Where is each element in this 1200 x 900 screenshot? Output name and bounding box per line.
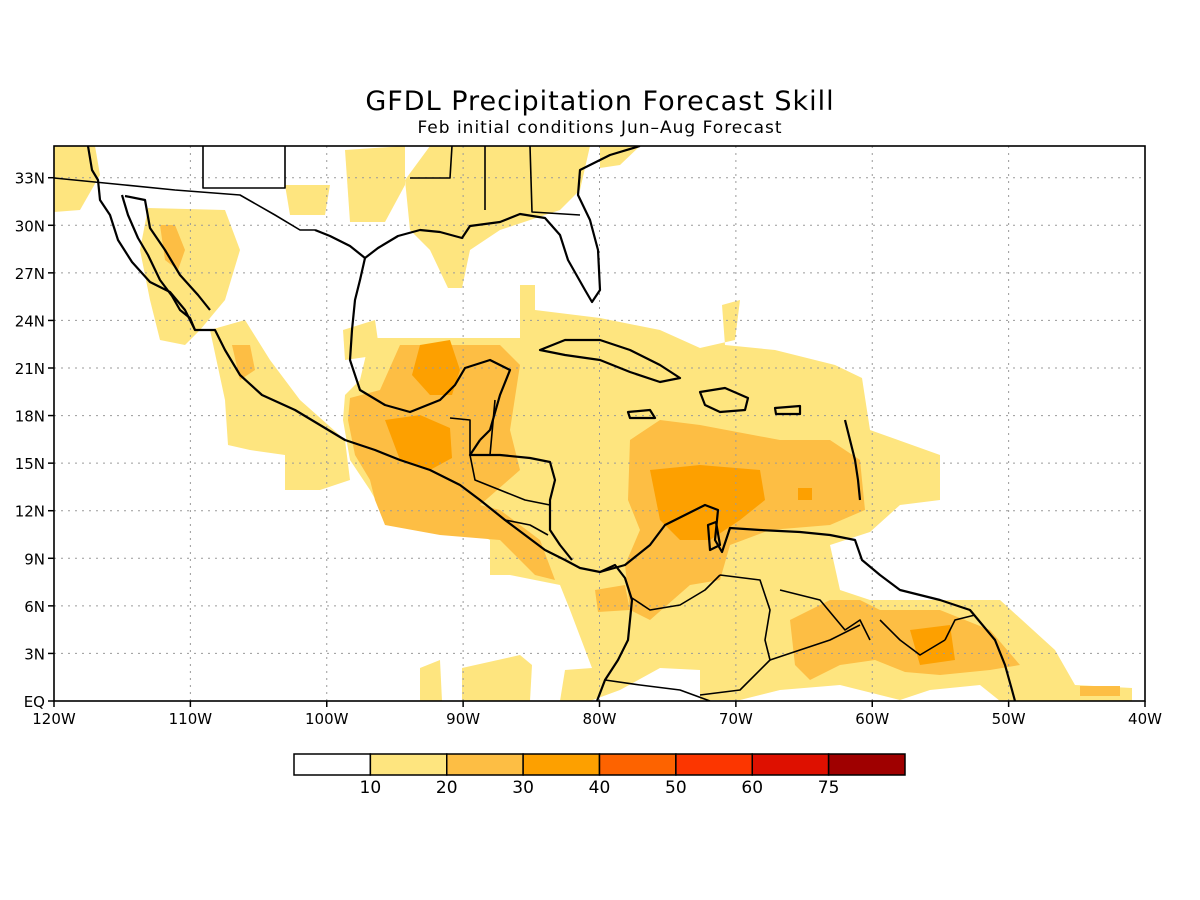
- lat-tick-label: 9N: [24, 550, 45, 568]
- colorbar-label: 75: [818, 778, 840, 798]
- colorbar-swatch: [751, 753, 830, 776]
- lat-tick-label: 24N: [15, 312, 45, 330]
- lat-tick-label: 15N: [15, 455, 45, 473]
- colorbar-swatch: [827, 753, 906, 776]
- lat-tick-label: 30N: [15, 217, 45, 235]
- colorbar-swatch: [675, 753, 753, 776]
- colorbar-swatch: [598, 753, 677, 776]
- lat-tick-label: 18N: [15, 408, 45, 426]
- colorbar: 10 20 30 40 50 60 75: [293, 753, 906, 798]
- lat-tick-label: 21N: [15, 360, 45, 378]
- lat-lon-grid: [54, 146, 1145, 701]
- longitude-ticks: 120W 110W 100W 90W 80W 70W 60W 50W 40W: [32, 701, 1162, 728]
- colorbar-label: 30: [512, 778, 534, 798]
- lat-tick-label: 3N: [24, 645, 45, 663]
- lon-tick-label: 120W: [32, 710, 76, 728]
- lon-tick-label: 60W: [855, 710, 889, 728]
- coastlines: [86, 146, 1017, 701]
- lon-tick-label: 100W: [305, 710, 349, 728]
- political-borders: [54, 146, 976, 701]
- colorbar-swatch: [446, 753, 524, 776]
- map-subtitle: Feb initial conditions Jun–Aug Forecast: [417, 118, 783, 138]
- lat-tick-label: EQ: [24, 693, 45, 711]
- lat-tick-label: 12N: [15, 503, 45, 521]
- lat-tick-label: 27N: [15, 265, 45, 283]
- colorbar-label: 20: [436, 778, 458, 798]
- colorbar-label: 50: [665, 778, 687, 798]
- lon-tick-label: 80W: [583, 710, 617, 728]
- skill-shading: [54, 146, 1132, 701]
- colorbar-label: 40: [589, 778, 611, 798]
- lon-tick-label: 70W: [719, 710, 753, 728]
- colorbar-label: 10: [360, 778, 382, 798]
- lon-tick-label: 40W: [1128, 710, 1162, 728]
- lon-tick-label: 50W: [992, 710, 1026, 728]
- latitude-ticks: EQ 3N 6N 9N 12N 15N 18N 21N 24N 27N 30N 33N: [15, 170, 54, 711]
- colorbar-swatch: [369, 753, 448, 776]
- colorbar-swatch: [293, 753, 372, 776]
- colorbar-label: 60: [741, 778, 763, 798]
- lon-tick-label: 110W: [169, 710, 213, 728]
- map-title: GFDL Precipitation Forecast Skill: [365, 86, 835, 117]
- colorbar-swatch: [522, 753, 601, 776]
- lat-tick-label: 6N: [24, 598, 45, 616]
- lon-tick-label: 90W: [446, 710, 480, 728]
- lat-tick-label: 33N: [15, 170, 45, 188]
